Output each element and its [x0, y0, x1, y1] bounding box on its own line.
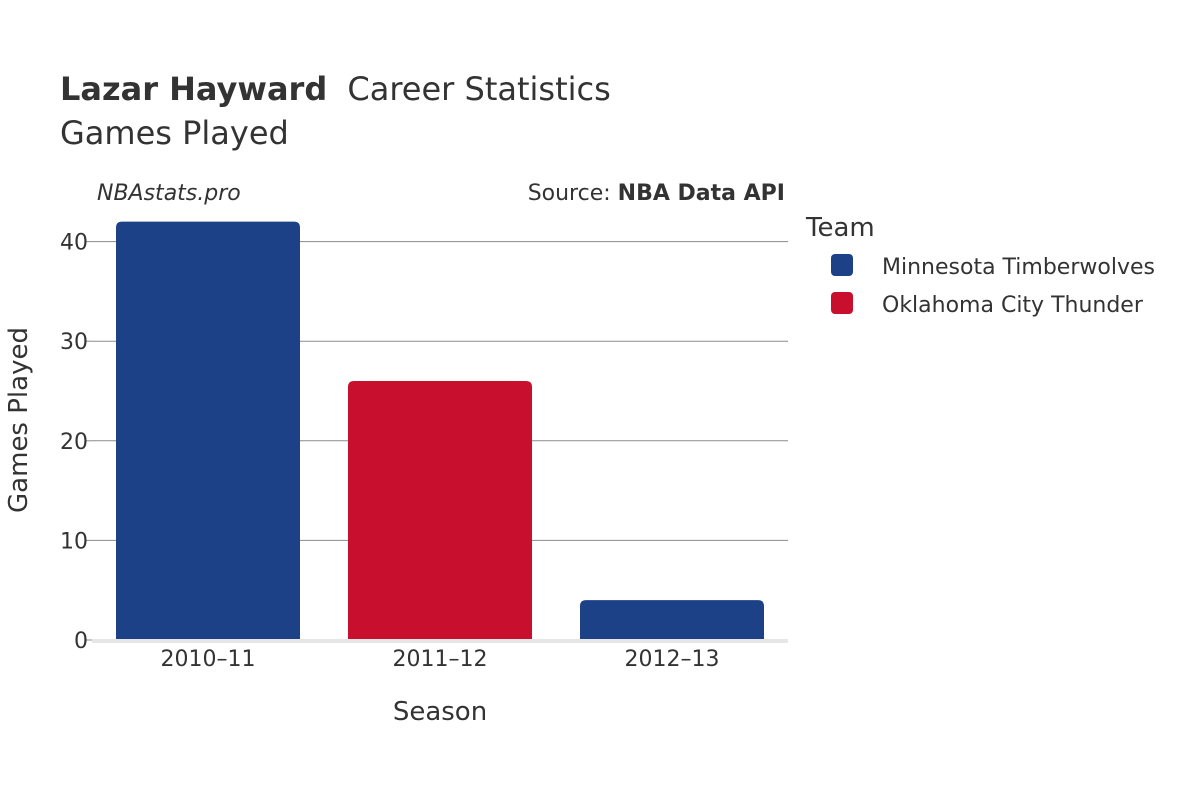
legend-title: Team	[805, 213, 875, 243]
chart-subtitle: Games Played	[60, 114, 289, 152]
y-tick-label: 40	[60, 231, 88, 256]
bars	[116, 221, 764, 640]
chart-title: Lazar Hayward Career Statistics	[60, 70, 611, 108]
legend-swatch-thunder	[831, 292, 853, 314]
x-tick-label: 2012–13	[625, 647, 720, 672]
title-suffix: Career Statistics	[347, 70, 610, 108]
y-tick-label: 20	[60, 430, 88, 455]
source-prefix: Source:	[528, 181, 618, 206]
title-player-name: Lazar Hayward	[60, 70, 327, 108]
bar-2011–12	[348, 381, 532, 640]
bar-2012–13	[580, 600, 764, 640]
y-tick-label: 30	[60, 330, 88, 355]
x-axis-title: Season	[393, 697, 487, 727]
legend-label-thunder: Oklahoma City Thunder	[882, 293, 1144, 318]
watermark: NBAstats.pro	[97, 181, 241, 206]
legend-label-timberwolves: Minnesota Timberwolves	[882, 255, 1155, 280]
y-tick-label: 10	[60, 529, 88, 554]
legend: Team Minnesota Timberwolves Oklahoma Cit…	[805, 213, 1155, 318]
source-credit: Source: NBA Data API	[528, 181, 785, 206]
y-axis-title: Games Played	[4, 327, 34, 513]
legend-swatch-timberwolves	[831, 254, 853, 276]
x-tick-label: 2010–11	[161, 647, 256, 672]
axes: 0 10 20 30 40 2010–11 2011–12 2012–13	[60, 231, 788, 672]
bar-2010–11	[116, 221, 300, 640]
source-name: NBA Data API	[618, 181, 785, 206]
y-tick-label: 0	[74, 629, 88, 654]
x-tick-label: 2011–12	[393, 647, 488, 672]
